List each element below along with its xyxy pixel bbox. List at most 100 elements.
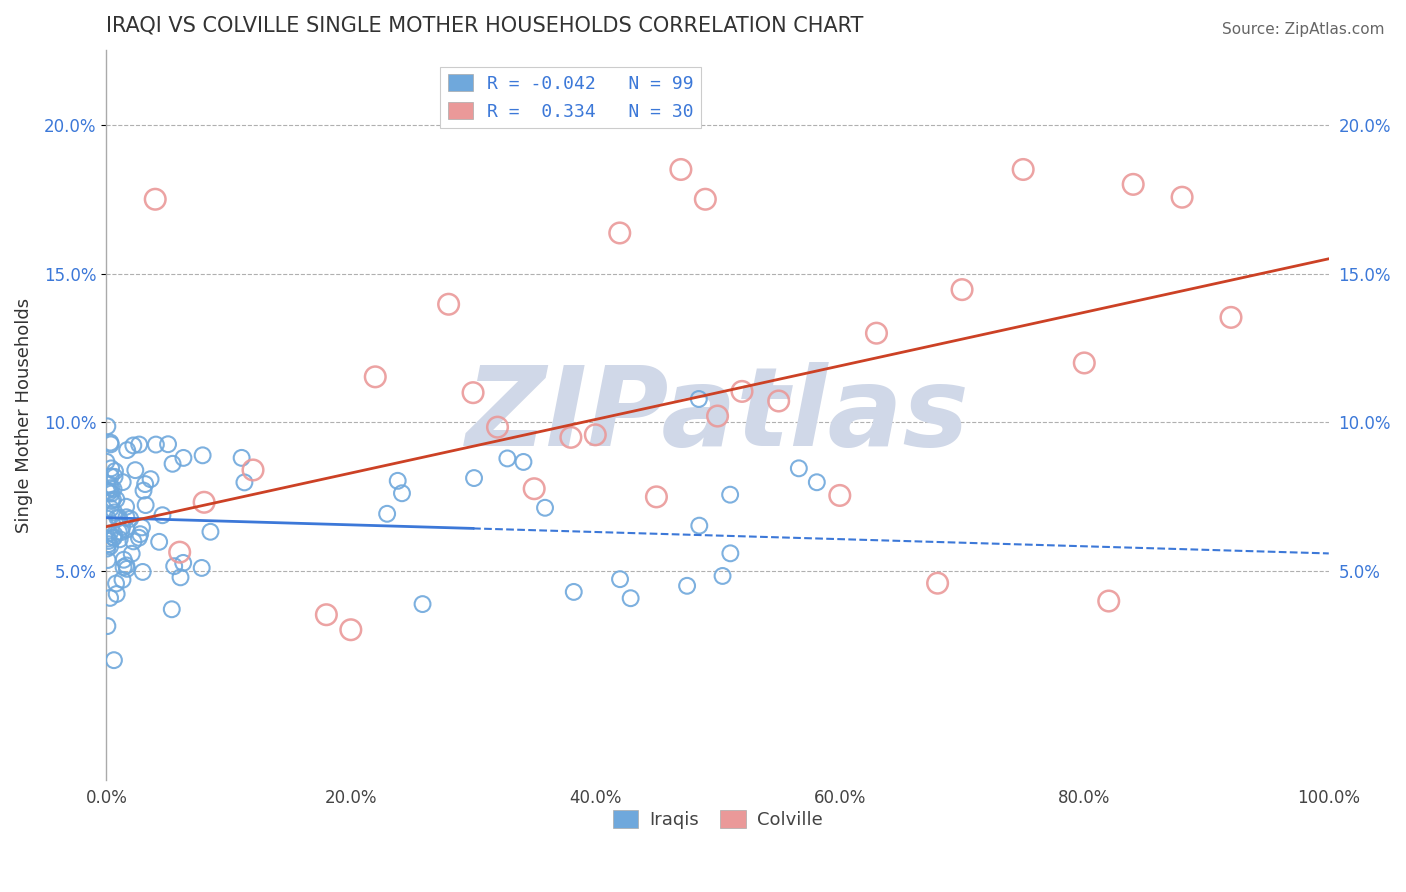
Point: [121, 547, 143, 561]
Point: [560, 430, 582, 444]
Point: [669, 162, 692, 177]
Point: [486, 420, 509, 434]
Point: [134, 477, 156, 491]
Point: [97, 553, 120, 567]
Point: [233, 475, 256, 490]
Y-axis label: Single Mother Households: Single Mother Households: [15, 297, 32, 533]
Point: [152, 508, 174, 523]
Point: [160, 602, 183, 616]
Point: [98, 477, 121, 491]
Point: [115, 500, 138, 514]
Point: [103, 506, 125, 520]
Point: [103, 482, 125, 496]
Point: [115, 443, 138, 458]
Point: [128, 437, 150, 451]
Point: [100, 437, 122, 451]
Point: [112, 560, 135, 574]
Point: [711, 569, 734, 583]
Point: [157, 437, 180, 451]
Point: [132, 483, 155, 498]
Point: [787, 461, 810, 475]
Point: [135, 498, 157, 512]
Point: [828, 488, 851, 502]
Point: [1012, 162, 1035, 177]
Point: [100, 501, 122, 516]
Point: [143, 192, 166, 206]
Point: [231, 450, 253, 465]
Point: [96, 619, 118, 633]
Point: [105, 576, 128, 591]
Point: [172, 450, 194, 465]
Point: [100, 435, 122, 450]
Point: [111, 475, 134, 489]
Point: [534, 500, 557, 515]
Point: [97, 532, 120, 546]
Point: [115, 562, 138, 576]
Point: [193, 495, 215, 509]
Point: [190, 561, 212, 575]
Point: [169, 545, 191, 559]
Point: [242, 463, 264, 477]
Point: [115, 510, 138, 524]
Point: [111, 520, 134, 534]
Point: [122, 534, 145, 549]
Point: [98, 540, 121, 554]
Point: [768, 394, 790, 409]
Point: [1171, 190, 1194, 204]
Point: [131, 565, 153, 579]
Point: [645, 490, 668, 504]
Point: [695, 192, 717, 206]
Point: [461, 385, 484, 400]
Point: [718, 488, 741, 502]
Point: [100, 494, 122, 508]
Point: [108, 511, 131, 525]
Point: [583, 427, 606, 442]
Point: [676, 579, 699, 593]
Point: [129, 527, 152, 541]
Point: [865, 326, 887, 341]
Point: [496, 451, 519, 466]
Point: [115, 558, 138, 573]
Point: [100, 469, 122, 483]
Point: [375, 507, 398, 521]
Point: [115, 523, 138, 537]
Point: [609, 226, 631, 240]
Point: [1122, 178, 1144, 192]
Point: [104, 464, 127, 478]
Point: [108, 533, 131, 547]
Point: [97, 512, 120, 526]
Point: [98, 591, 121, 605]
Text: IRAQI VS COLVILLE SINGLE MOTHER HOUSEHOLDS CORRELATION CHART: IRAQI VS COLVILLE SINGLE MOTHER HOUSEHOL…: [107, 15, 863, 35]
Point: [110, 524, 132, 539]
Point: [437, 297, 460, 311]
Point: [101, 492, 124, 507]
Point: [706, 409, 728, 423]
Point: [950, 283, 973, 297]
Point: [139, 472, 162, 486]
Point: [172, 556, 194, 570]
Point: [131, 520, 153, 534]
Point: [718, 546, 741, 560]
Point: [1073, 356, 1095, 370]
Point: [98, 485, 121, 500]
Point: [387, 474, 409, 488]
Point: [96, 455, 118, 469]
Point: [463, 471, 485, 485]
Point: [98, 526, 121, 541]
Point: [731, 384, 754, 399]
Point: [122, 438, 145, 452]
Legend: Iraqis, Colville: Iraqis, Colville: [606, 803, 830, 836]
Point: [111, 573, 134, 587]
Point: [105, 587, 128, 601]
Point: [340, 623, 363, 637]
Point: [1220, 310, 1243, 325]
Point: [688, 392, 710, 406]
Point: [512, 455, 534, 469]
Point: [103, 527, 125, 541]
Point: [148, 534, 170, 549]
Point: [112, 553, 135, 567]
Point: [162, 457, 184, 471]
Point: [105, 492, 128, 507]
Point: [96, 419, 118, 434]
Point: [107, 524, 129, 539]
